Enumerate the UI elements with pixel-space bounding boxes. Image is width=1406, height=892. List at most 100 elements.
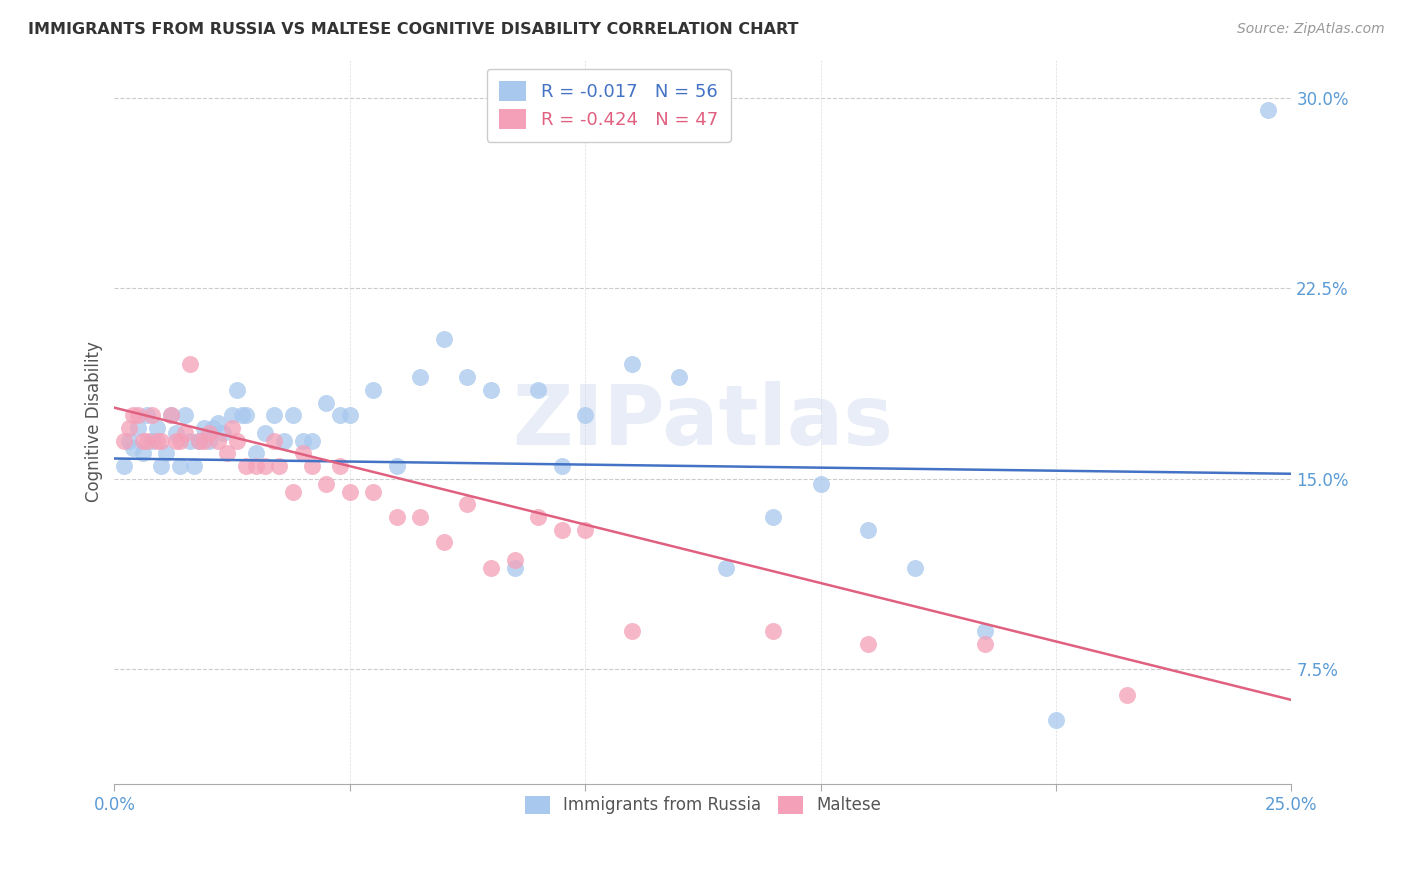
Point [155,446,177,460]
Point [503,553,526,567]
Point [1115,688,1137,702]
Point [112,459,135,474]
Point [127,421,149,435]
Point [315,477,337,491]
Point [269,459,291,474]
Point [621,358,644,372]
Point [211,426,233,441]
Point [225,383,247,397]
Point [339,484,361,499]
Point [122,442,145,456]
Point [146,421,169,435]
Point [141,409,163,423]
Point [160,409,183,423]
Point [1045,713,1067,727]
Point [409,370,432,384]
Point [273,434,295,448]
Point [165,426,187,441]
Legend: Immigrants from Russia, Maltese: Immigrants from Russia, Maltese [513,784,893,826]
Point [174,409,197,423]
Point [503,561,526,575]
Point [188,434,211,448]
Point [141,434,163,448]
Point [409,510,432,524]
Point [433,332,456,346]
Point [197,426,219,441]
Point [363,383,385,397]
Point [122,409,145,423]
Point [301,434,323,448]
Point [127,409,149,423]
Point [188,434,211,448]
Point [136,409,159,423]
Point [762,624,785,639]
Point [856,637,879,651]
Point [131,434,153,448]
Point [235,409,257,423]
Point [117,421,139,435]
Point [117,434,139,448]
Point [315,395,337,409]
Point [207,434,229,448]
Point [231,409,253,423]
Point [283,484,305,499]
Point [150,459,173,474]
Point [527,383,550,397]
Point [235,459,257,474]
Point [479,383,502,397]
Point [197,434,219,448]
Text: Source: ZipAtlas.com: Source: ZipAtlas.com [1237,22,1385,37]
Point [179,434,201,448]
Point [225,434,247,448]
Point [146,434,169,448]
Point [291,446,314,460]
Point [217,446,239,460]
Point [574,409,596,423]
Point [193,434,215,448]
Point [329,459,352,474]
Point [550,459,572,474]
Text: ZIPatlas: ZIPatlas [512,381,893,462]
Point [221,409,243,423]
Point [527,510,550,524]
Point [254,459,277,474]
Point [174,426,197,441]
Point [165,434,187,448]
Point [456,497,478,511]
Point [856,523,879,537]
Point [339,409,361,423]
Point [974,624,997,639]
Text: IMMIGRANTS FROM RUSSIA VS MALTESE COGNITIVE DISABILITY CORRELATION CHART: IMMIGRANTS FROM RUSSIA VS MALTESE COGNIT… [28,22,799,37]
Point [112,434,135,448]
Point [136,434,159,448]
Point [169,459,191,474]
Point [207,416,229,430]
Point [810,477,832,491]
Point [668,370,690,384]
Point [245,446,267,460]
Point [179,358,201,372]
Point [363,484,385,499]
Point [263,434,285,448]
Point [974,637,997,651]
Point [160,409,183,423]
Point [456,370,478,384]
Point [621,624,644,639]
Point [574,523,596,537]
Y-axis label: Cognitive Disability: Cognitive Disability [86,342,103,502]
Point [479,561,502,575]
Point [433,535,456,549]
Point [183,459,205,474]
Point [221,421,243,435]
Point [150,434,173,448]
Point [904,561,927,575]
Point [291,434,314,448]
Point [202,421,225,435]
Point [131,446,153,460]
Point [169,434,191,448]
Point [385,459,408,474]
Point [245,459,267,474]
Point [193,421,215,435]
Point [385,510,408,524]
Point [1257,103,1279,118]
